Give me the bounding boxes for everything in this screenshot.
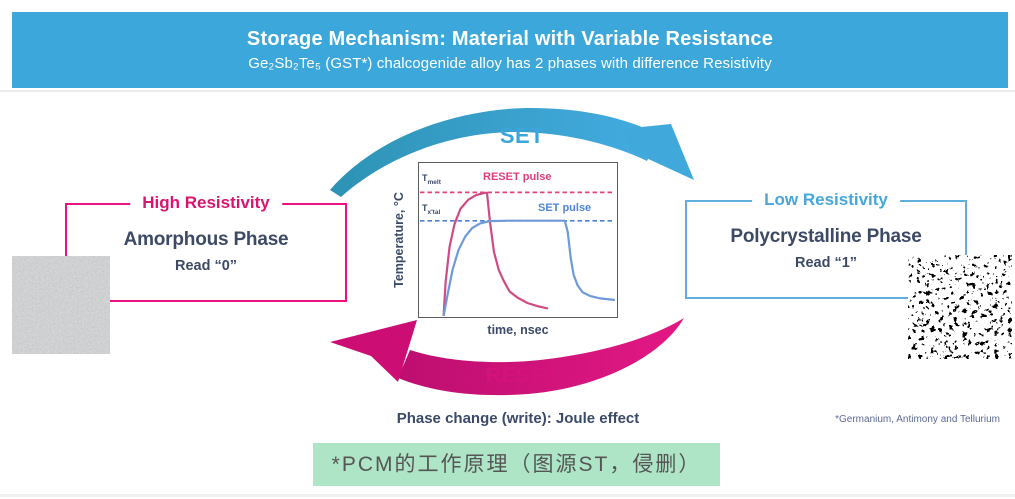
header-divider — [0, 90, 1015, 92]
read-0-label: Read “0” — [174, 258, 238, 274]
pulse-chart-canvas — [420, 191, 616, 316]
set-label: SET — [499, 123, 545, 148]
set-arrowhead-icon — [621, 124, 694, 180]
amorphous-phase-label: Amorphous Phase — [123, 229, 289, 250]
header-subtitle: Ge₂Sb₂Te₅ (GST*) chalcogenide alloy has … — [248, 55, 772, 72]
green-caption: *PCM的工作原理（图源ST，侵删） — [313, 443, 720, 486]
high-resistivity-title: High Resistivity — [130, 193, 282, 213]
reset-pulse-label: RESET pulse — [483, 171, 552, 183]
high-resistivity-box: High Resistivity Amorphous Phase Read “0… — [65, 193, 347, 302]
reset-label: RESET — [485, 364, 559, 387]
set-pulse-label: SET pulse — [538, 202, 592, 214]
pulse-chart: Tmelt Tx'tal RESET pulse SET pulse — [418, 162, 618, 318]
polycrystalline-texture-image — [908, 255, 1012, 359]
txtal-label: Tx'tal — [422, 203, 441, 216]
read-1-label: Read “1” — [794, 255, 858, 271]
gst-footnote: *Germanium, Antimony and Tellurium — [835, 414, 1000, 425]
bottom-edge — [0, 494, 1015, 497]
tmelt-label: Tmelt — [422, 173, 441, 186]
low-resistivity-box: Low Resistivity Polycrystalline Phase Re… — [685, 190, 967, 299]
header-title: Storage Mechanism: Material with Variabl… — [246, 28, 774, 50]
x-axis-label: time, nsec — [487, 323, 549, 337]
joule-effect-caption: Phase change (write): Joule effect — [396, 410, 640, 427]
y-axis-label: Temperature, °C — [392, 192, 406, 288]
polycrystalline-phase-label: Polycrystalline Phase — [730, 226, 922, 247]
amorphous-texture-image — [12, 256, 110, 354]
header-banner: Storage Mechanism: Material with Variabl… — [12, 12, 1008, 88]
low-resistivity-title: Low Resistivity — [752, 190, 900, 210]
reset-arrowhead-icon — [330, 320, 417, 382]
